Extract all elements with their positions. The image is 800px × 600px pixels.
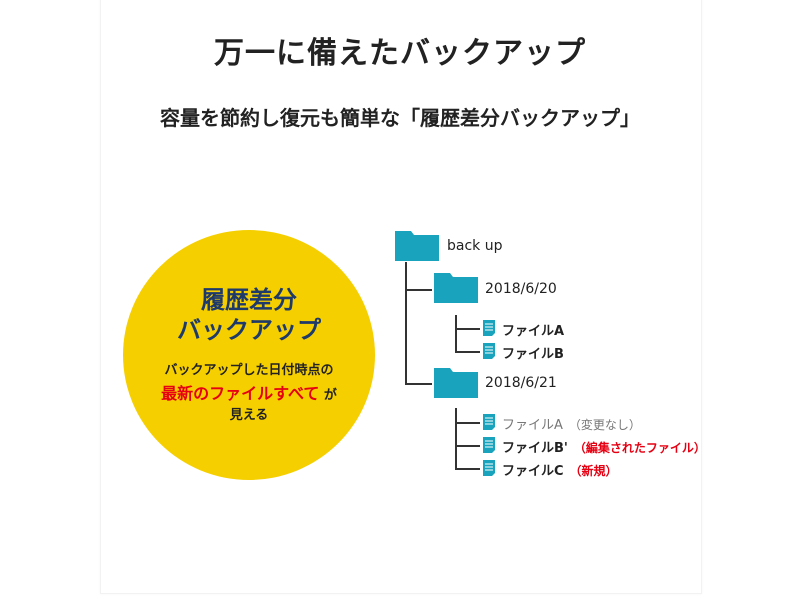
- tree-line: [455, 328, 480, 330]
- root-folder-label: back up: [447, 238, 503, 254]
- file-row: ファイルA （変更なし）: [502, 414, 641, 433]
- circle-text-line1: バックアップした日付時点の: [164, 363, 334, 378]
- folder-label: 2018/6/21: [485, 375, 557, 391]
- feature-circle: [123, 230, 375, 480]
- tree-line: [405, 262, 407, 383]
- circle-text-line2: 最新のファイルすべて が: [123, 380, 375, 404]
- file-note: （変更なし）: [568, 418, 641, 432]
- folder-icon: [434, 273, 478, 303]
- tree-line: [455, 468, 480, 470]
- file-icon: [483, 343, 495, 359]
- folder-icon: [434, 368, 478, 398]
- file-row: ファイルB' （編集されたファイル）: [502, 437, 706, 456]
- tree-line: [455, 351, 480, 353]
- file-label: ファイルA: [502, 324, 565, 339]
- page-subtitle: 容量を節約し復元も簡単な「履歴差分バックアップ」: [160, 106, 640, 130]
- folder-label: 2018/6/20: [485, 281, 557, 297]
- file-row: ファイルC （新規）: [502, 460, 618, 479]
- file-label: ファイルB': [502, 441, 568, 456]
- circle-highlight: 最新のファイルすべて: [161, 384, 320, 403]
- file-icon: [483, 414, 495, 430]
- circle-text-line3: 見える: [229, 408, 269, 423]
- folder-icon: [395, 231, 439, 261]
- file-icon: [483, 437, 495, 453]
- circle-text-after: が: [323, 388, 337, 403]
- file-note: （新規）: [569, 464, 618, 478]
- tree-line: [405, 289, 432, 291]
- file-label: ファイルB: [502, 347, 564, 362]
- file-note: （編集されたファイル）: [573, 441, 706, 455]
- circle-heading-line2: バックアップ: [177, 316, 321, 344]
- file-label: ファイルA: [502, 418, 563, 433]
- tree-line: [455, 315, 457, 351]
- page-title: 万一に備えたバックアップ: [214, 36, 586, 71]
- file-icon: [483, 460, 495, 476]
- tree-line: [405, 383, 432, 385]
- file-icon: [483, 320, 495, 336]
- tree-line: [455, 408, 457, 468]
- file-label: ファイルC: [502, 464, 564, 479]
- tree-line: [455, 445, 480, 447]
- tree-line: [455, 422, 480, 424]
- circle-heading-line1: 履歴差分: [201, 286, 297, 314]
